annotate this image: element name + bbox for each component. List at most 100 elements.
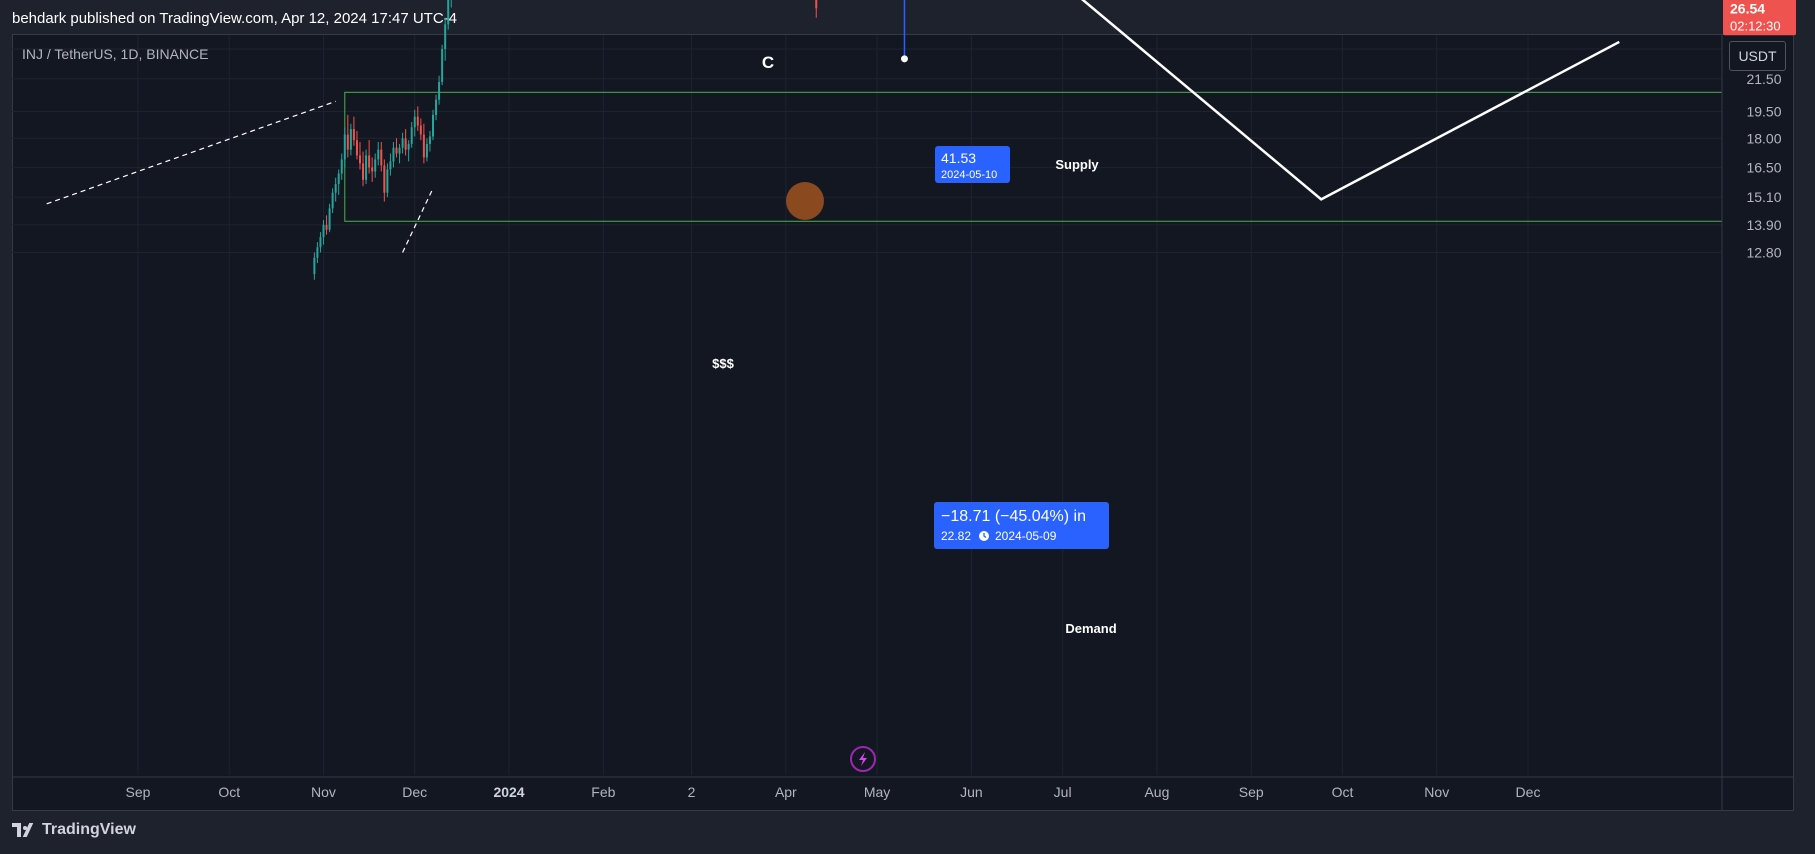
candle-body xyxy=(328,208,331,230)
supply-label: Supply xyxy=(1055,157,1099,172)
candle-body xyxy=(325,224,328,230)
candle-body xyxy=(441,49,444,82)
candle-body xyxy=(431,114,434,137)
candle-body xyxy=(395,147,398,154)
measure-change: −18.71 (−45.04%) in xyxy=(941,508,1086,525)
candle-body xyxy=(316,247,319,258)
zones xyxy=(344,91,1723,222)
candle-body xyxy=(386,169,389,193)
clock-hands xyxy=(983,533,987,539)
drawings xyxy=(46,0,1620,253)
lightning-ring xyxy=(850,746,876,772)
labels: 41.53 2024-05-10 −18.71 (−45.04%) in 22.82 2… xyxy=(712,53,1117,772)
candle-body xyxy=(331,192,334,209)
candle-body xyxy=(334,184,337,193)
candle-body xyxy=(401,138,404,148)
lightning-bolt xyxy=(859,752,867,766)
measure-start-box xyxy=(935,146,1010,183)
candle-body xyxy=(362,163,365,180)
candle-body xyxy=(416,116,419,126)
axes: Sep Oct Nov Dec 2024 Feb 2 Apr May Jun Jul Aug Sep Oc… xyxy=(12,0,1796,811)
measure-end-value: 22.82 xyxy=(941,529,971,543)
candle-body xyxy=(319,237,322,248)
candle-body xyxy=(371,167,374,172)
published-text: behdark published on TradingView.com, Ap… xyxy=(12,10,458,27)
candle-body xyxy=(422,134,425,158)
candles xyxy=(313,0,818,280)
highlight-circle xyxy=(786,182,824,220)
candle-body xyxy=(343,134,346,160)
x-tick-label: Nov xyxy=(1424,784,1449,800)
candle-body xyxy=(815,0,818,9)
candle-body xyxy=(389,161,392,170)
brand-label: TradingView xyxy=(42,821,136,838)
candle-body xyxy=(365,155,368,180)
demand-label: Demand xyxy=(1065,621,1116,636)
x-tick-label: Oct xyxy=(1332,784,1354,800)
grid xyxy=(12,35,1722,775)
x-tick-label: Jul xyxy=(1054,784,1072,800)
candle-body xyxy=(392,147,395,162)
candle-body xyxy=(410,127,413,144)
candle-body xyxy=(428,136,431,144)
candle-body xyxy=(407,143,410,150)
candle-body xyxy=(438,81,441,100)
y-tick-label: 19.50 xyxy=(1746,103,1781,119)
liquidity-label: $$$ xyxy=(712,356,734,371)
projection-path xyxy=(1081,0,1620,201)
measure-result-box xyxy=(934,502,1109,549)
y-tick-label: 13.90 xyxy=(1746,217,1781,233)
candle-body xyxy=(447,0,450,25)
measure-start-date: 2024-05-10 xyxy=(941,169,997,181)
candle-body xyxy=(358,155,361,164)
measure-start-value: 41.53 xyxy=(941,150,976,166)
x-tick-label: May xyxy=(864,784,890,800)
candle-body xyxy=(404,138,407,150)
symbol-title: INJ / TetherUS, 1D, BINANCE xyxy=(22,46,209,62)
candle-body xyxy=(322,224,325,238)
candle-body xyxy=(340,159,343,174)
candle-body xyxy=(355,140,358,156)
candle-body xyxy=(398,147,401,154)
last-price-tag-bg xyxy=(1723,0,1796,36)
candle-body xyxy=(352,129,355,141)
y-tick-label: 16.50 xyxy=(1746,159,1781,175)
candle-body xyxy=(380,149,383,166)
x-tick-label: Feb xyxy=(591,784,615,800)
y-tick-label: 18.00 xyxy=(1746,130,1781,146)
x-tick-label: Nov xyxy=(311,784,336,800)
published-header: behdark published on TradingView.com, Ap… xyxy=(0,0,1815,34)
countdown-tag: 02:12:30 xyxy=(1730,18,1781,33)
candle-body xyxy=(368,155,371,168)
x-tick-label: Oct xyxy=(218,784,240,800)
brand[interactable]: TradingView xyxy=(12,821,136,839)
clock-icon xyxy=(979,531,989,541)
x-tick-label: Sep xyxy=(125,784,150,800)
x-tick-label: Sep xyxy=(1239,784,1264,800)
chart-pane[interactable] xyxy=(12,34,1794,811)
tradingview-logo-icon xyxy=(12,823,36,837)
x-tick-label: Dec xyxy=(1516,784,1541,800)
candle-body xyxy=(413,116,416,128)
candle-body xyxy=(377,149,380,160)
lightning-icon xyxy=(850,746,876,772)
wave-label: C xyxy=(762,53,774,72)
measure-end-date: 2024-05-09 xyxy=(995,529,1057,543)
x-tick-label: 2 xyxy=(688,784,696,800)
left-trendline xyxy=(46,100,336,205)
y-tick-label: 12.80 xyxy=(1746,244,1781,260)
x-tick-label: 2024 xyxy=(493,784,524,800)
candle-body xyxy=(435,99,438,115)
y-tick-label: 15.10 xyxy=(1746,189,1781,205)
x-tick-label: Apr xyxy=(775,784,797,800)
candle-body xyxy=(313,257,316,275)
candle-body xyxy=(383,165,386,193)
lower-trendline xyxy=(402,188,434,253)
currency-button[interactable]: USDT xyxy=(1729,41,1786,71)
candle-body xyxy=(374,159,377,172)
measure-end-dot xyxy=(900,55,908,63)
x-tick-label: Dec xyxy=(402,784,427,800)
candle-body xyxy=(444,24,447,50)
candle-body xyxy=(419,125,422,135)
